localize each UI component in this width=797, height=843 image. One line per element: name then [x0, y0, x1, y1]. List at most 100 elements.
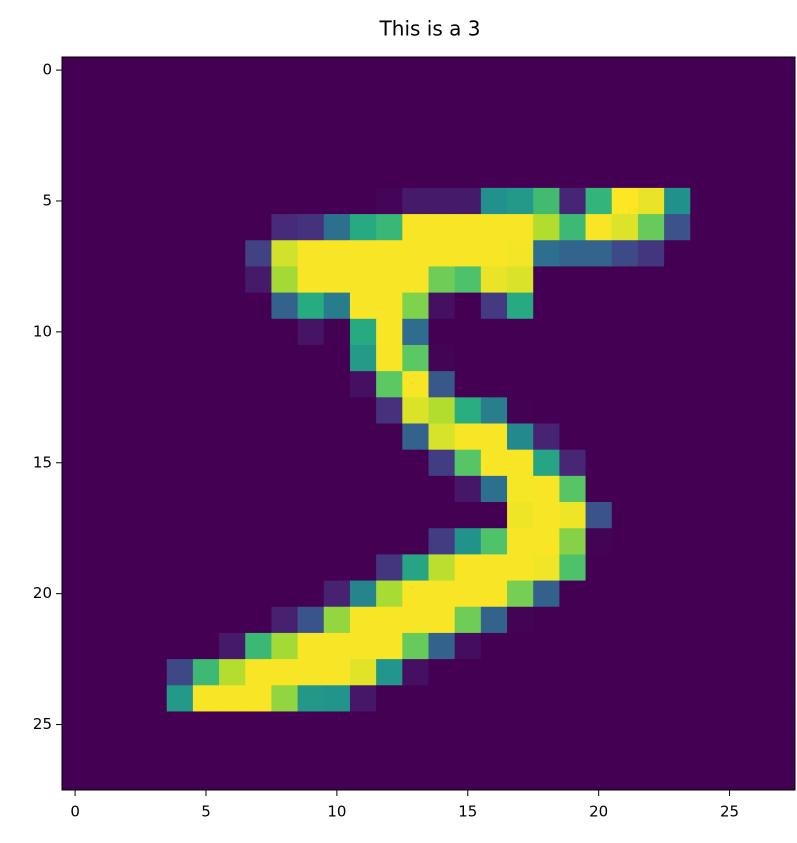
cell [402, 528, 429, 555]
cell [507, 136, 534, 163]
cell [88, 109, 115, 136]
cell [716, 528, 743, 555]
cell [324, 293, 351, 320]
cell [324, 266, 351, 293]
cell [481, 581, 508, 608]
cell [690, 502, 717, 529]
x-tick-label: 10 [327, 803, 346, 821]
cell [88, 659, 115, 686]
cell [429, 240, 456, 267]
cell [769, 424, 796, 451]
cell [219, 450, 246, 477]
cell [245, 397, 272, 424]
cell [350, 528, 377, 555]
cell [350, 607, 377, 634]
cell [376, 424, 403, 451]
cell [114, 711, 141, 738]
cell [376, 214, 403, 241]
cell [612, 188, 639, 215]
cell [271, 502, 298, 529]
cell [114, 581, 141, 608]
cell [167, 476, 194, 503]
cell [455, 371, 482, 398]
cell [612, 424, 639, 451]
cell [298, 450, 325, 477]
cell [481, 502, 508, 529]
cell [743, 371, 770, 398]
cell [62, 764, 89, 791]
cell [481, 424, 508, 451]
cell [114, 57, 141, 84]
cell [481, 83, 508, 110]
cell [114, 554, 141, 581]
cell [769, 57, 796, 84]
cell [271, 607, 298, 634]
cell [507, 57, 534, 84]
cell [716, 581, 743, 608]
cell [376, 738, 403, 765]
cell [271, 293, 298, 320]
cell [716, 424, 743, 451]
cell [586, 345, 613, 372]
cell [62, 57, 89, 84]
cell [481, 764, 508, 791]
cell [167, 214, 194, 241]
cell [114, 345, 141, 372]
cell [664, 476, 691, 503]
cell [690, 188, 717, 215]
cell [586, 57, 613, 84]
cell [193, 685, 220, 712]
x-tick-label: 20 [589, 803, 608, 821]
cell [429, 476, 456, 503]
cell [167, 554, 194, 581]
cell [245, 528, 272, 555]
chart: This is a 3 05101520250510152025 [0, 0, 797, 843]
cell [429, 502, 456, 529]
cell [193, 711, 220, 738]
cell [193, 424, 220, 451]
cell [219, 266, 246, 293]
cell [62, 476, 89, 503]
cell [62, 319, 89, 346]
cell [324, 528, 351, 555]
cell [324, 371, 351, 398]
cell [481, 214, 508, 241]
cell [559, 188, 586, 215]
cell [402, 554, 429, 581]
cell [193, 109, 220, 136]
cell [690, 607, 717, 634]
cell [141, 136, 168, 163]
cell [612, 240, 639, 267]
cell [559, 371, 586, 398]
cell [298, 607, 325, 634]
cell [271, 266, 298, 293]
cell [271, 162, 298, 189]
cell [612, 293, 639, 320]
cell [350, 57, 377, 84]
cell [690, 711, 717, 738]
cell [690, 685, 717, 712]
cell [586, 502, 613, 529]
cell [743, 528, 770, 555]
cell [612, 502, 639, 529]
cell [298, 502, 325, 529]
cell [193, 136, 220, 163]
cell [429, 345, 456, 372]
cell [350, 685, 377, 712]
cell [664, 633, 691, 660]
cell [141, 240, 168, 267]
cell [167, 685, 194, 712]
cell [350, 502, 377, 529]
cell [193, 476, 220, 503]
cell [743, 214, 770, 241]
cell [88, 397, 115, 424]
x-tick-label: 5 [201, 803, 211, 821]
cell [167, 162, 194, 189]
cell [402, 476, 429, 503]
cell [219, 83, 246, 110]
cell [193, 659, 220, 686]
cell [533, 685, 560, 712]
cell [245, 188, 272, 215]
cell [141, 345, 168, 372]
cell [769, 136, 796, 163]
